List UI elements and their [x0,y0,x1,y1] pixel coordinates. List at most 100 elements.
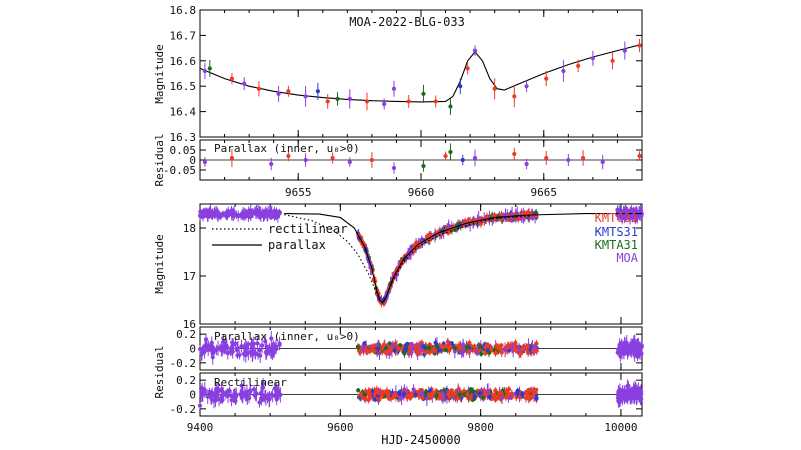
residual-point-moa [533,345,538,350]
data-point-kmtc31 [544,76,549,81]
residual-point-moa [257,400,262,405]
residual-point-moa [235,345,241,351]
data-point-moa [347,96,352,101]
residual-point-kmtc31 [462,389,467,394]
data-point-kmtc31 [286,89,291,94]
zoom-light-curve-panel: 16.3 16.4 16.5 16.6 16.7 16.8 MOA-2022-BLG-03… [153,4,643,144]
data-point-kmtc31 [637,43,642,48]
residual-point-moa [461,348,466,353]
residual-point-moa [271,342,276,348]
data-point-moa [622,48,627,53]
residual-point-kmtc31 [527,395,532,400]
residual-point-kmtc31 [420,395,425,400]
residual-point-kmtc31 [472,348,477,353]
data-point-kmtc31 [492,86,497,91]
residual-point-kmts31 [376,346,381,351]
residual-point-kmtc31 [453,391,458,396]
residual-point-kmts31 [472,394,477,399]
residual-point-kmtc31 [468,394,474,400]
residual-point-kmtc31 [380,344,386,349]
x-axis-label: HJD-2450000 [381,433,460,447]
residual-point-moa [399,395,404,401]
residual-point-moa [239,390,244,395]
data-point-kmtc31 [512,94,517,99]
residual-point-kmta31 [384,345,389,351]
data-point-moa [590,56,595,61]
legend-parallax-label: parallax [268,238,326,252]
data-point-moa [638,209,643,214]
residual-point-kmtc31 [494,343,499,348]
residual-point-moa [390,343,395,348]
residual-point-kmtc31 [503,395,509,400]
data-point-kmts31 [403,256,408,261]
residual-point-moa [197,403,203,408]
residual-point-moa [360,346,366,351]
residual-point-kmta31 [355,345,361,350]
residual-point-kmtc31 [488,346,493,352]
residual-point-kmtc31 [544,155,549,161]
residual-point-moa [200,348,205,353]
data-point-moa [254,210,259,216]
residual-point-moa [267,346,272,351]
parallax-residual-ytick-label: -0.2 [170,357,197,370]
residual-point-kmtc31 [386,349,391,354]
residual-point-kmtc31 [637,153,642,159]
residual-point-moa [220,348,225,353]
residual-point-kmta31 [356,388,361,393]
full-residual-y-axis-label: Residual [153,346,166,399]
residual-point-moa [242,344,247,349]
residual-point-kmtc31 [526,387,531,393]
residual-point-moa [628,343,633,348]
residual-point-kmta31 [468,388,473,394]
residual-point-moa [249,341,254,346]
residual-point-moa [270,393,275,398]
residual-point-kmtc31 [530,393,535,398]
zoom-residual-panel-label: Parallax (inner, u₀>0) [214,142,360,155]
residual-point-kmts31 [433,340,438,345]
residual-point-kmtc31 [506,392,511,397]
residual-point-moa [204,343,210,348]
data-point-moa [265,210,271,215]
data-point-kmtc31 [229,76,235,81]
residual-point-kmtc31 [416,345,421,350]
residual-point-kmta31 [434,393,439,398]
zoom-residual-y-axis-label: Residual [153,134,166,187]
residual-point-kmtc31 [493,351,498,356]
residual-point-kmtc31 [396,345,401,351]
residual-point-moa [639,343,644,348]
full-y-axis-label: Magnitude [153,234,166,294]
residual-point-kmtc31 [509,391,514,396]
residual-point-moa [216,388,221,394]
residual-point-kmtc31 [499,391,504,396]
residual-point-moa [616,391,621,396]
residual-point-kmts31 [520,392,525,397]
data-point-moa [199,211,204,216]
residual-point-moa [410,347,415,352]
residual-point-kmtc31 [381,390,387,395]
data-point-kmta31 [421,91,426,96]
residual-point-kmtc31 [523,395,529,401]
legend-series-kmtc31: KMTC31 [595,211,638,225]
residual-point-kmts31 [487,394,492,400]
residual-point-moa [260,343,265,348]
parallax-residual-panel-label: Parallax (inner, u₀>0) [214,330,360,343]
residual-point-moa [215,346,221,351]
residual-point-kmta31 [462,392,467,397]
residual-point-moa [619,346,624,352]
residual-point-moa [634,389,640,394]
residual-point-kmtc31 [530,388,535,393]
residual-point-moa [230,349,235,354]
residual-point-moa [205,394,210,399]
data-point-moa [524,84,529,89]
residual-point-kmtc31 [456,343,462,348]
residual-point-kmts31 [420,344,426,349]
residual-point-moa [277,341,282,346]
zoom-ytick-label: 16.7 [170,29,197,42]
data-point-moa [203,209,208,214]
residual-point-kmts31 [441,341,446,346]
residual-point-kmtc31 [505,343,510,348]
residual-point-kmta31 [465,344,470,350]
residual-point-moa [246,342,251,347]
